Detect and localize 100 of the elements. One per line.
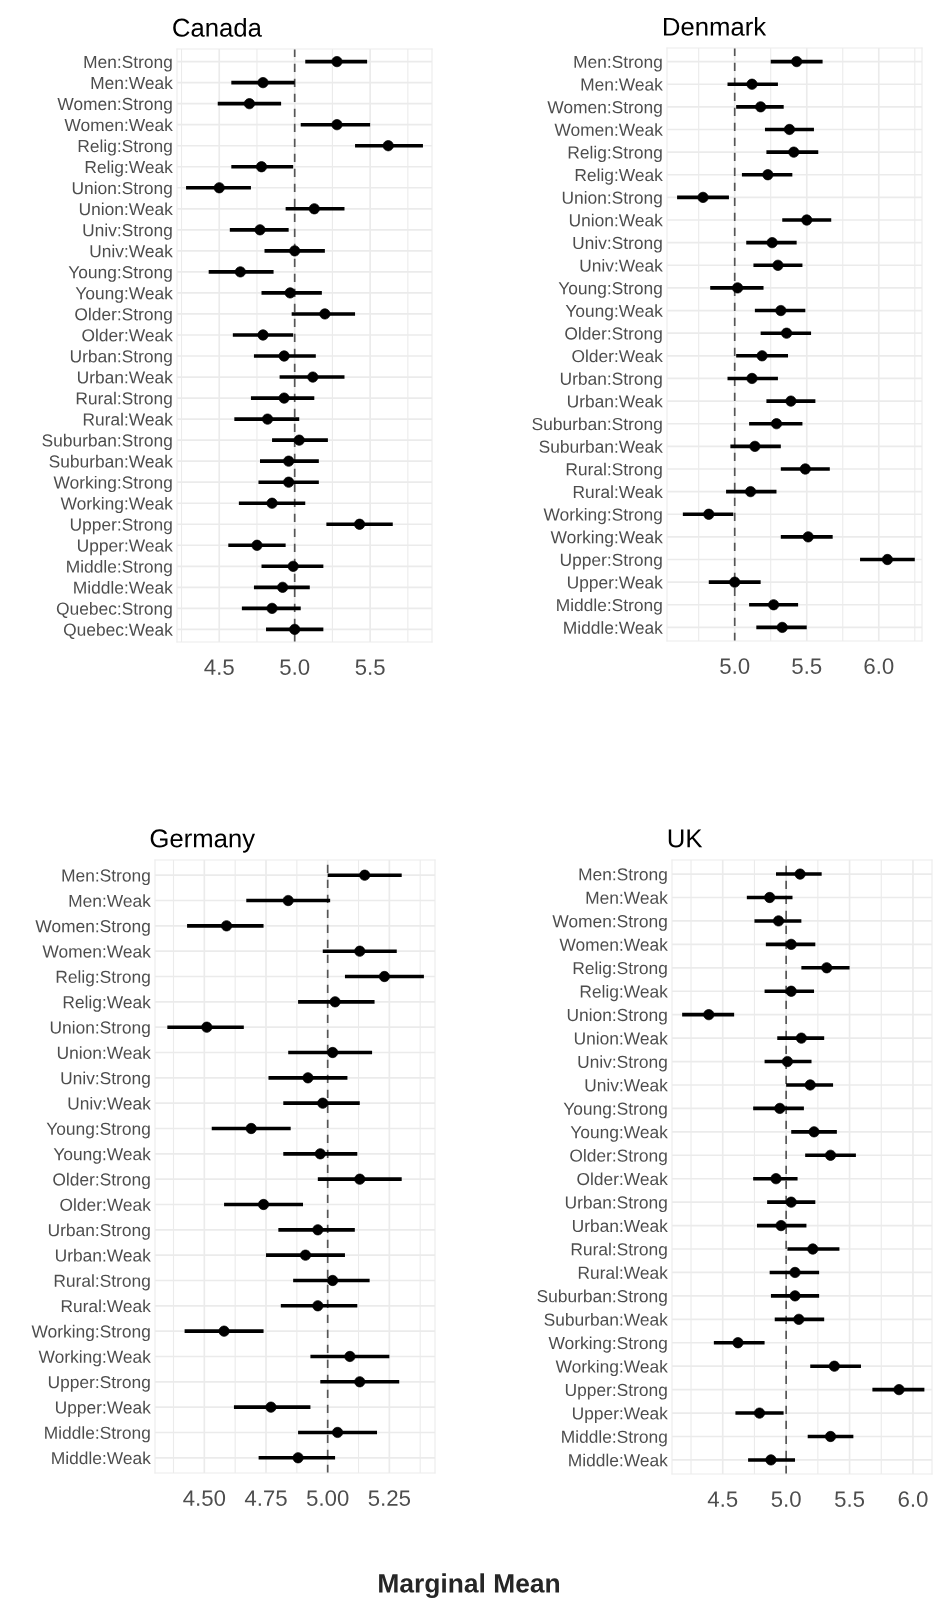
y-tick-label: Upper:Strong <box>48 1375 150 1392</box>
y-tick-label: Union:Strong <box>567 1008 667 1025</box>
y-tick-label: Middle:Weak <box>52 1451 151 1465</box>
y-tick-label: Women:Weak <box>64 118 173 132</box>
y-tick-label: Working:Weak <box>555 1359 668 1377</box>
y-tick-label: Older:Strong <box>53 1172 150 1190</box>
y-tick-label: Young:Weak <box>75 286 173 303</box>
x-tick-label: 5.5 <box>355 659 385 675</box>
y-tick-label: Rural:Weak <box>573 485 663 499</box>
y-tick-label: Men:Weak <box>586 891 668 904</box>
y-tick-label: Working:Weak <box>38 1350 151 1367</box>
y-tick-label: Young:Strong <box>563 1102 667 1119</box>
y-tick-label: Young:Weak <box>53 1147 151 1164</box>
y-tick-label: Relig:Weak <box>580 984 668 1002</box>
y-tick-label: Women:Strong <box>547 101 662 117</box>
y-tick-label: Relig:Weak <box>575 168 663 185</box>
y-tick-label: Rural:Weak <box>61 1299 151 1313</box>
y-tick-label: Relig:Strong <box>573 961 667 978</box>
y-tick-label: Women:Strong <box>552 915 667 931</box>
y-tick-label: Union:Weak <box>569 213 663 227</box>
y-tick-label: Relig:Strong <box>568 145 662 163</box>
y-tick-label: Women:Strong <box>57 97 172 114</box>
y-tick-label: Urban:Weak <box>78 370 173 384</box>
y-tick-label: Univ:Strong <box>573 236 662 253</box>
y-tick-label: Rural:Weak <box>83 412 173 426</box>
y-tick-label: Relig:Strong <box>56 970 150 987</box>
y-tick-label: Suburban:Strong <box>537 1289 667 1306</box>
y-tick-label: Rural:Strong <box>566 462 662 479</box>
y-tick-label: Urban:Strong <box>70 349 172 366</box>
y-tick-label: Middle:Weak <box>564 621 663 634</box>
y-tick-label: Men:Strong <box>579 868 667 884</box>
y-tick-label: Rural:Strong <box>76 391 172 408</box>
y-tick-label: Univ:Weak <box>580 258 663 272</box>
x-tick-label: 5.00 <box>306 1490 349 1506</box>
y-tick-label: Working:Strong <box>543 507 662 525</box>
y-tick-label: Suburban:Strong <box>532 417 662 434</box>
y-tick-label: Middle:Strong <box>562 1430 667 1447</box>
y-tick-label: Upper:Strong <box>70 518 172 535</box>
y-tick-label: Rural:Weak <box>578 1266 668 1279</box>
y-tick-label: Relig:Weak <box>63 995 151 1012</box>
y-tick-label: Men:Weak <box>69 894 151 907</box>
x-tick-label: 5.0 <box>771 1491 801 1507</box>
y-tick-label: Women:Weak <box>554 123 663 136</box>
y-tick-label: Upper:Strong <box>565 1383 667 1400</box>
x-tick-label: 6.0 <box>864 658 894 674</box>
y-tick-label: Middle:Strong <box>45 1426 150 1443</box>
y-tick-label: Older:Strong <box>570 1148 667 1166</box>
y-tick-label: Rural:Strong <box>54 1274 150 1291</box>
x-tick-label: 4.50 <box>183 1490 226 1506</box>
y-tick-label: Urban:Weak <box>56 1248 151 1262</box>
y-tick-label: Women:Weak <box>559 938 668 951</box>
x-axis-title: Marginal Mean <box>379 1573 560 1598</box>
y-tick-label: Young:Weak <box>565 304 663 321</box>
y-tick-label: Working:Weak <box>550 530 663 547</box>
y-tick-label: Quebec:Strong <box>56 602 172 619</box>
y-tick-label: Suburban:Weak <box>49 454 173 468</box>
x-tick-label: 5.0 <box>280 659 310 675</box>
y-tick-label: Men:Strong <box>62 869 150 886</box>
y-tick-label: Union:Weak <box>57 1046 151 1059</box>
y-tick-label: Urban:Strong <box>48 1223 150 1240</box>
y-tick-label: Rural:Strong <box>571 1242 667 1259</box>
y-tick-label: Union:Strong <box>50 1020 150 1038</box>
x-tick-label: 5.25 <box>368 1490 411 1506</box>
y-tick-label: Young:Strong <box>46 1122 150 1139</box>
y-tick-label: Middle:Weak <box>569 1453 668 1467</box>
chart-title: Germany <box>150 829 256 853</box>
y-tick-label: Union:Strong <box>562 191 662 208</box>
x-tick-label: 4.5 <box>204 659 234 675</box>
y-tick-label: Women:Strong <box>35 920 150 936</box>
y-tick-label: Working:Strong <box>548 1336 667 1353</box>
x-tick-label: 4.5 <box>707 1491 738 1507</box>
y-tick-label: Upper:Strong <box>560 553 662 570</box>
y-tick-label: Older:Weak <box>577 1172 668 1186</box>
y-tick-label: Young:Weak <box>570 1125 668 1142</box>
y-tick-label: Upper:Weak <box>78 538 173 556</box>
y-tick-label: Upper:Weak <box>568 575 663 593</box>
chart-title: UK <box>668 829 703 848</box>
y-tick-label: Univ:Strong <box>83 223 172 240</box>
y-tick-label: Middle:Strong <box>557 598 662 615</box>
y-tick-label: Older:Weak <box>60 1198 151 1211</box>
y-tick-label: Older:Strong <box>565 326 662 344</box>
y-tick-label: Older:Weak <box>82 328 173 342</box>
y-tick-label: Suburban:Weak <box>544 1313 668 1326</box>
y-tick-label: Univ:Strong <box>578 1055 667 1072</box>
y-tick-label: Working:Strong <box>31 1324 150 1342</box>
y-tick-label: Middle:Weak <box>74 581 173 594</box>
y-tick-label: Working:Weak <box>60 496 173 514</box>
y-tick-label: Univ:Weak <box>90 244 173 258</box>
x-tick-label: 5.5 <box>792 658 822 674</box>
y-tick-label: Union:Strong <box>72 181 172 198</box>
y-tick-label: Upper:Weak <box>56 1400 151 1418</box>
y-tick-label: Older:Weak <box>572 349 663 363</box>
y-tick-label: Women:Weak <box>42 944 151 958</box>
x-tick-label: 5.5 <box>835 1491 865 1507</box>
y-tick-label: Young:Strong <box>558 282 662 298</box>
chart-title: Denmark <box>664 16 767 36</box>
y-tick-label: Young:Strong <box>68 266 172 282</box>
y-tick-label: Urban:Weak <box>568 394 663 408</box>
y-tick-label: Union:Weak <box>574 1031 668 1045</box>
y-tick-label: Univ:Weak <box>68 1096 151 1110</box>
